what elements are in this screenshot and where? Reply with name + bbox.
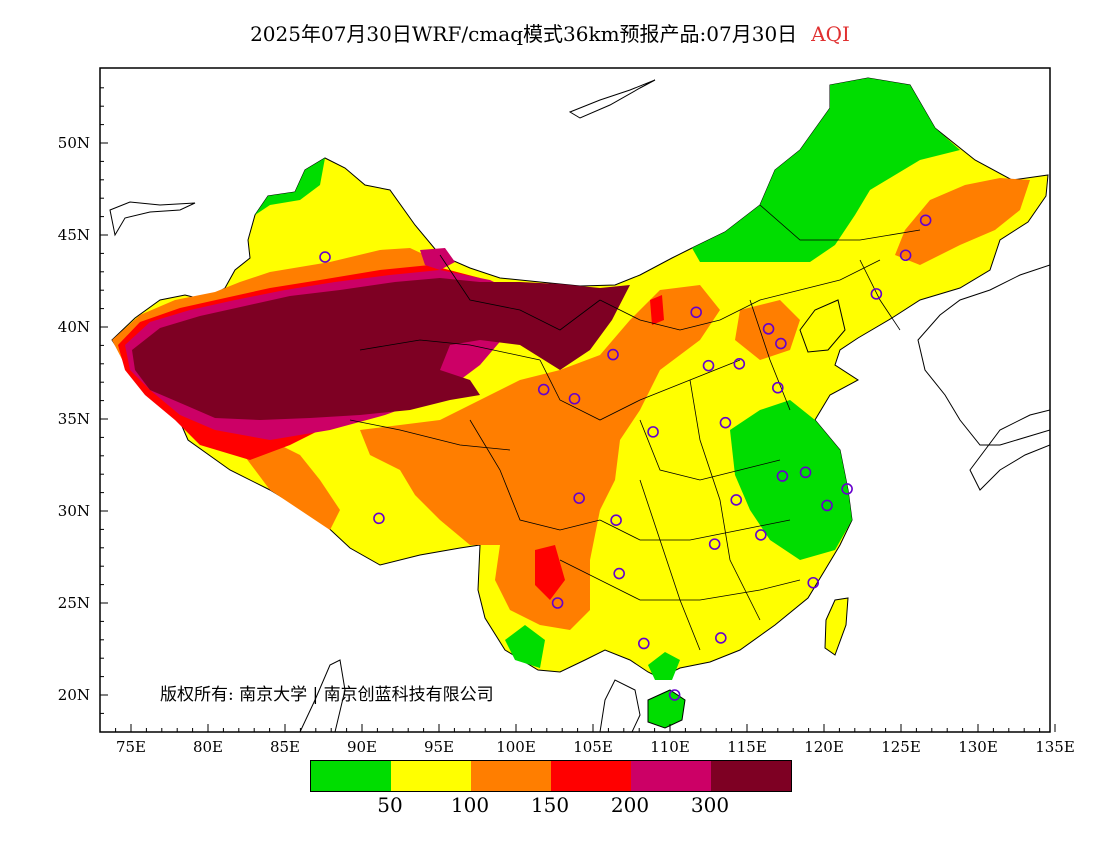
station-marker [319,251,331,263]
station-marker [841,483,853,495]
y-axis-label: 35N [57,410,90,428]
station-marker [668,689,681,701]
region-orange-northeast [895,178,1030,265]
region-orange-central [360,285,720,630]
station-marker [702,359,715,372]
station-marker [551,597,564,609]
region-red-sichuan [535,545,565,600]
map-layers [109,77,1050,732]
station-marker [537,383,550,396]
region-green-northeast [692,78,960,262]
station-marker [715,632,727,644]
station-marker [771,381,784,394]
region-maroon-west [132,278,630,420]
x-axis-label: 105E [573,738,613,756]
region-taiwan [824,597,849,656]
map-title: 2025年07月30日WRF/cmaq模式36km预报产品:07月30日 AQI [0,18,1100,47]
region-green-west [255,158,325,215]
region-green-guangxi [648,652,680,680]
region-orange-tibet [240,440,340,530]
x-axis-label: 130E [958,738,998,756]
legend-swatch [311,761,391,791]
y-axis-label: 25N [57,594,90,612]
x-axis-label: 135E [1035,738,1075,756]
station-marker [607,348,619,361]
neighbor-coastline-lake [568,79,656,119]
neighbor-coastline-east [917,264,1050,446]
x-axis-label: 90E [346,738,378,756]
station-marker [708,538,721,550]
station-marker [647,426,659,438]
x-axis-label: 120E [804,738,844,756]
region-green-south [505,625,545,668]
neighbor-coastline-south [299,659,346,732]
station-marker [762,323,775,335]
x-axis-label: 110E [650,738,690,756]
legend-tick-label: 100 [450,793,490,817]
x-axis-label: 75E [115,738,147,756]
y-axis-label: 20N [57,686,90,704]
station-marker [870,288,883,300]
legend-swatch [471,761,551,791]
variable-label: AQI [811,22,850,46]
copyright-text: 版权所有: 南京大学 | 南京创蓝科技有限公司 [160,685,494,705]
region-red-spot [650,295,664,325]
legend-tick-label: 50 [377,793,403,817]
station-marker [568,392,581,405]
legend-swatch [551,761,631,791]
legend-tick-label: 300 [690,793,730,817]
station-marker [719,416,732,429]
station-marker [821,499,833,512]
legend-tick-label: 150 [530,793,570,817]
station-marker [613,567,625,580]
x-axis-label: 100E [496,738,536,756]
x-axis-label: 80E [192,738,224,756]
x-axis-label: 95E [423,738,455,756]
station-marker [899,249,912,262]
x-axis-label: 115E [727,738,767,756]
station-marker [919,214,932,227]
station-marker [776,470,789,482]
color-legend [310,760,792,792]
neighbor-coastline-vietnam [599,679,641,732]
y-axis-label: 50N [57,134,90,152]
legend-swatch [391,761,471,791]
station-marker [755,529,767,541]
y-axis-label: 40N [57,318,90,336]
station-marker [690,306,702,319]
neighbor-coastline-bohai [799,299,846,353]
province-boundaries [349,204,921,651]
x-axis-label: 125E [881,738,921,756]
station-marker [733,357,746,370]
map-frame [99,67,1051,733]
y-axis-label: 30N [57,502,90,520]
region-orange-north [735,300,800,360]
y-axis-label: 45N [57,226,90,244]
station-marker [730,494,743,506]
x-axis-label: 85E [269,738,301,756]
station-marker [610,514,622,527]
station-marker [807,576,820,589]
title-text: 2025年07月30日WRF/cmaq模式36km预报产品:07月30日 [250,22,798,46]
neighbor-coastline-japan [969,409,1050,491]
monitoring-stations [319,214,932,701]
legend-tick-label: 200 [610,793,650,817]
axis-ticks [100,87,1056,732]
legend-swatch [711,761,791,791]
station-marker [638,637,650,650]
region-green-east [730,400,852,560]
station-marker [373,512,385,525]
station-marker [573,492,585,504]
station-marker [775,337,787,350]
neighbor-coastline-caspian [109,201,196,237]
station-marker [799,466,812,479]
legend-swatch [631,761,711,791]
